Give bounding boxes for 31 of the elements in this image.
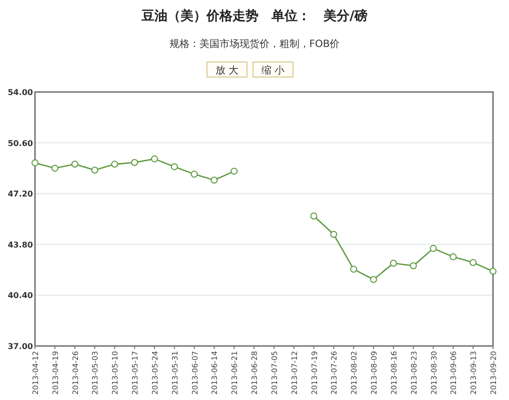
y-tick-label: 37.00 [8, 342, 34, 351]
point [190, 170, 198, 178]
y-tick-label: 40.40 [8, 291, 34, 300]
chart-title: 豆油（美）价格走势 单位： 美分/磅 [140, 8, 368, 24]
point [310, 212, 318, 220]
y-tick-label: 43.80 [8, 240, 34, 250]
point [131, 159, 138, 166]
point [490, 268, 496, 275]
text: 放 大 [215, 64, 239, 76]
point [170, 163, 178, 170]
point [91, 166, 98, 174]
text: 缩 小 [261, 64, 285, 76]
point [71, 160, 78, 168]
point [210, 176, 218, 184]
y-tick-label: 47.20 [8, 190, 34, 199]
point [430, 244, 437, 252]
point [32, 159, 38, 166]
point [150, 155, 158, 162]
y-tick-label: 50.60 [8, 138, 34, 148]
y-tick-label: 54.00 [8, 88, 34, 97]
point [370, 276, 378, 284]
point [230, 168, 238, 175]
point [470, 258, 477, 266]
point [350, 266, 358, 273]
point [51, 164, 58, 172]
point [390, 260, 397, 267]
point [330, 230, 338, 238]
point [450, 253, 457, 260]
point [410, 262, 417, 270]
chart-subtitle: 规格：美国市场现货价，粗制，FOB价 [169, 38, 340, 50]
point [111, 160, 118, 168]
